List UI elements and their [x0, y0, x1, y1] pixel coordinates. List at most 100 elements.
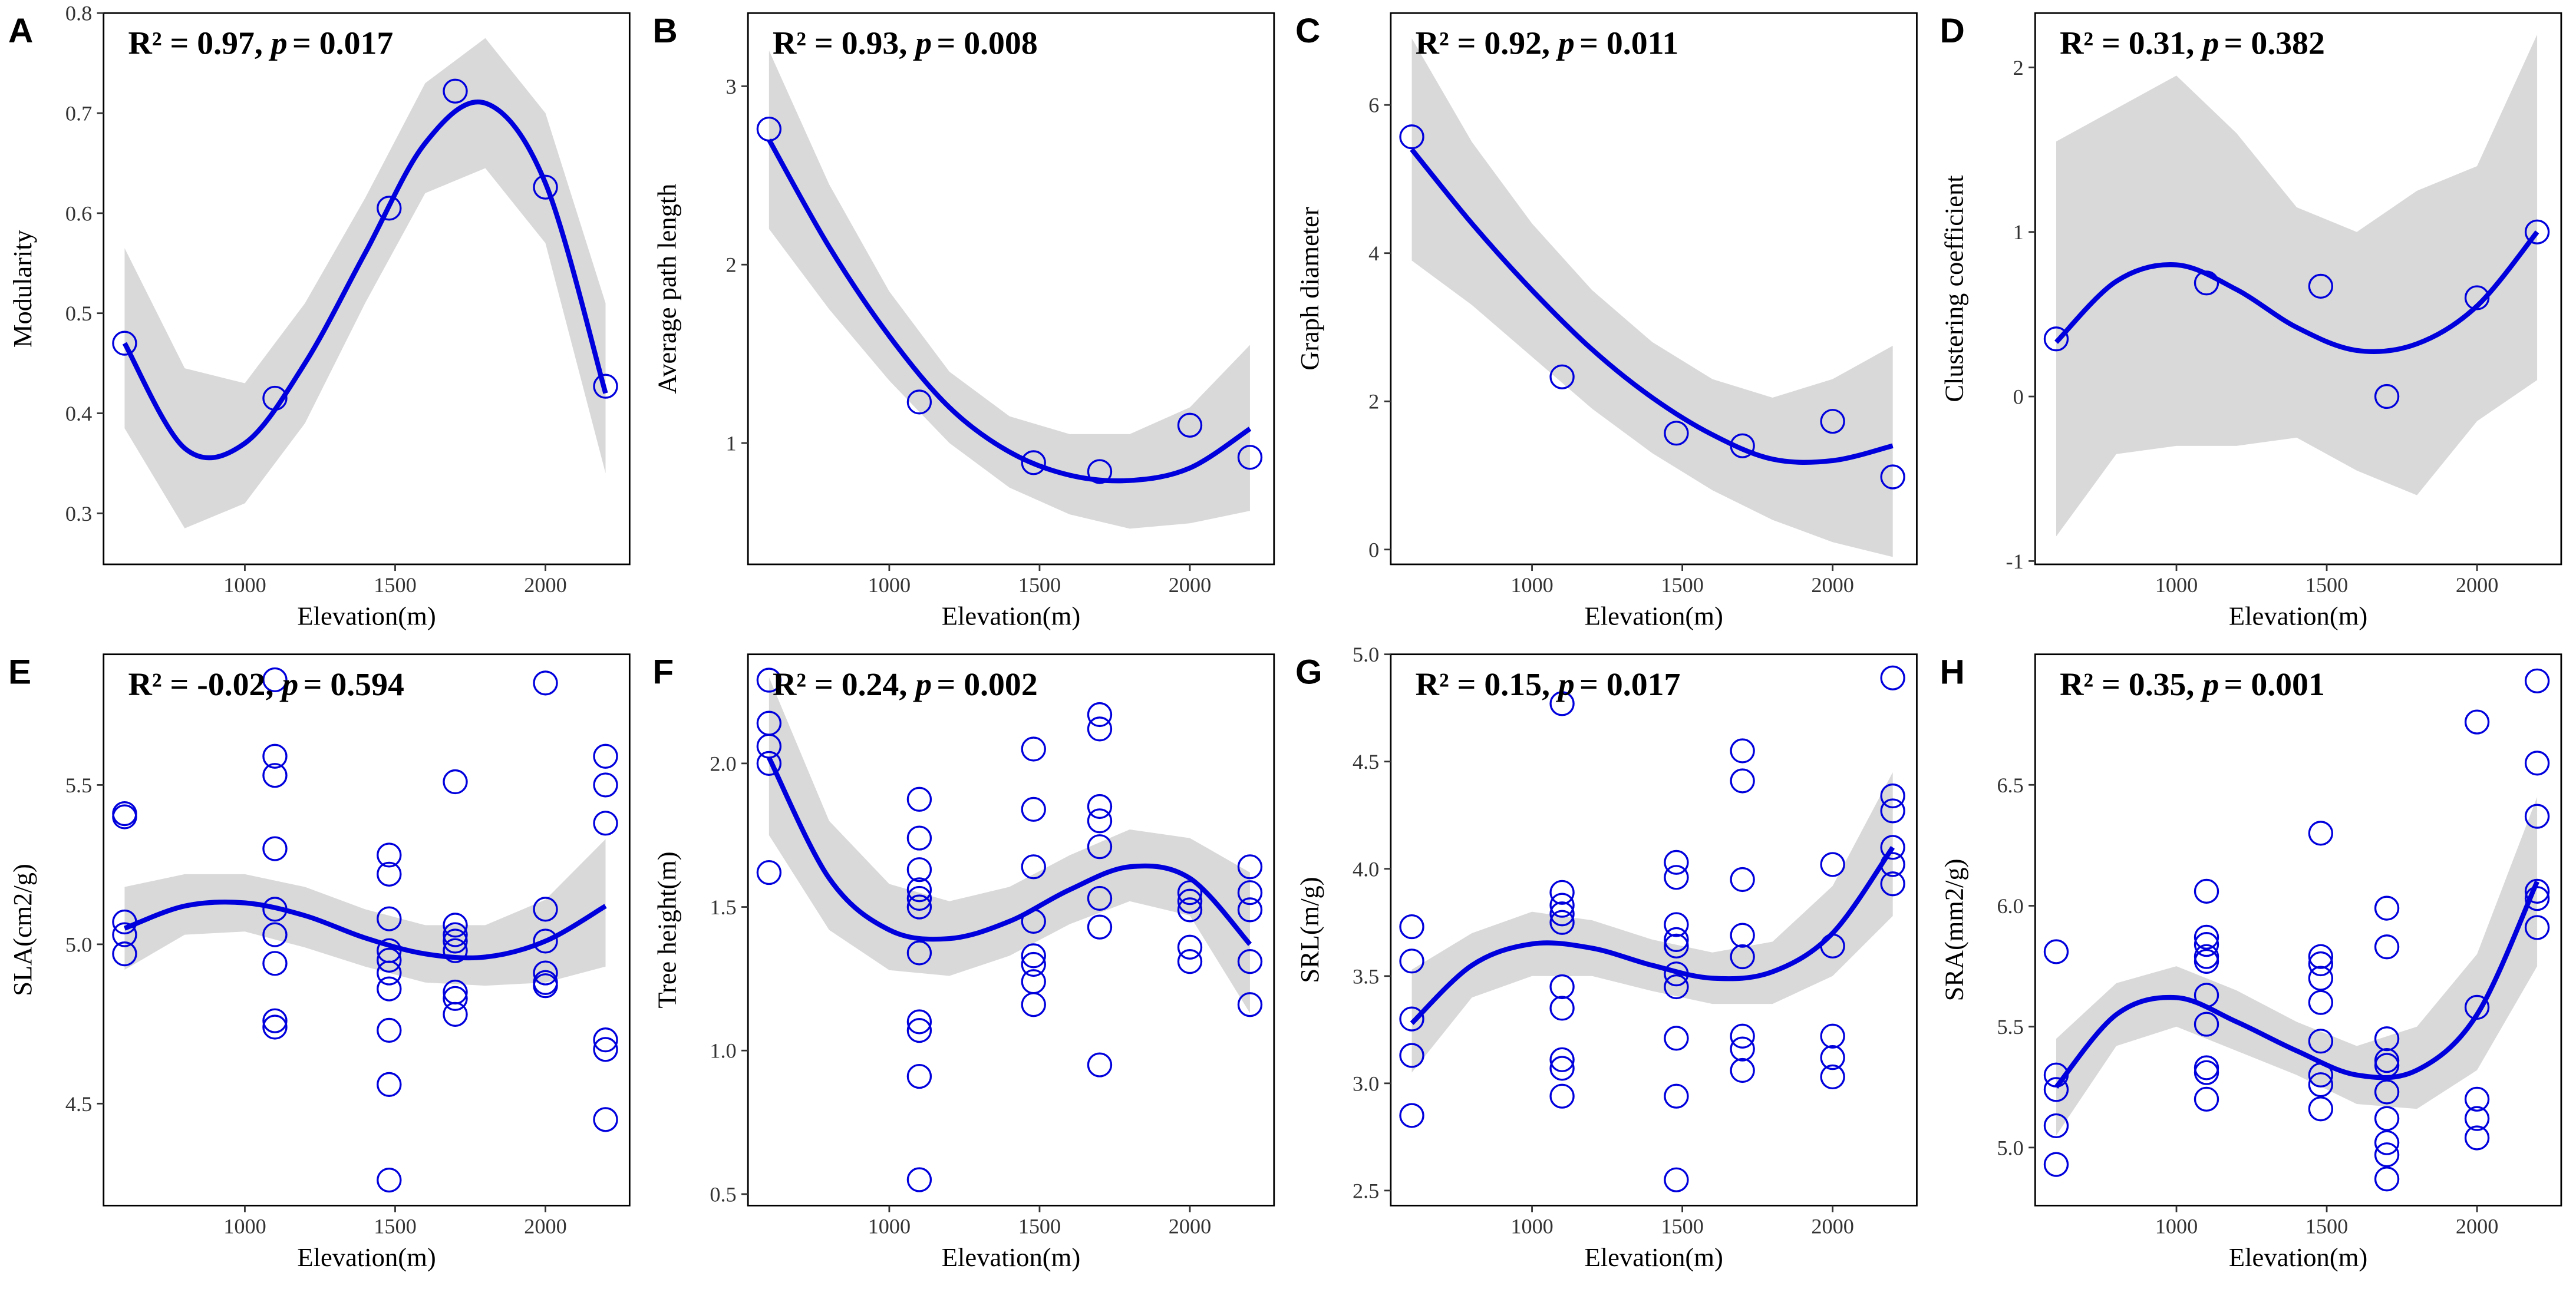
data-point — [906, 857, 932, 883]
data-point — [2374, 1106, 2400, 1131]
data-point — [906, 825, 932, 851]
data-point — [1730, 738, 1755, 764]
x-tick-label: 2000 — [2456, 1215, 2498, 1238]
plot-frame — [1390, 12, 1918, 566]
data-point — [2043, 326, 2069, 352]
data-point — [2308, 944, 2334, 969]
panel: 1000 1500 2000 0 2 4 6 Elevation(m) Graph diamet… — [1295, 12, 1918, 631]
data-point — [1664, 933, 1689, 959]
data-point — [377, 976, 402, 1002]
x-axis-title: Elevation(m) — [297, 1242, 436, 1272]
data-point — [262, 836, 288, 861]
data-point — [2524, 878, 2550, 904]
data-point — [1087, 459, 1113, 484]
data-point — [1399, 124, 1424, 150]
data-point — [906, 940, 932, 966]
data-point — [756, 667, 782, 693]
data-point — [2194, 932, 2219, 957]
confidence-band — [1411, 772, 1893, 1073]
data-point — [533, 928, 558, 954]
data-point — [377, 861, 402, 887]
r-squared: R² = 0.15, — [1416, 666, 1550, 703]
y-tick-label: 2.5 — [1353, 1179, 1379, 1202]
plot-area — [767, 677, 1252, 1013]
data-point — [1730, 433, 1755, 458]
confidence-band — [1411, 38, 1893, 557]
data-point — [533, 670, 558, 696]
data-point — [112, 922, 137, 947]
data-point — [2194, 1055, 2219, 1080]
fit-line — [123, 899, 607, 961]
data-point — [443, 928, 468, 954]
data-point — [262, 1014, 288, 1040]
data-point — [1087, 834, 1113, 860]
data-point — [262, 1008, 288, 1033]
data-point — [2464, 285, 2490, 310]
x-tick-label: 1500 — [2305, 1215, 2348, 1238]
data-point — [1820, 409, 1845, 434]
data-point — [1664, 850, 1689, 875]
data-point — [112, 941, 137, 967]
data-point — [1237, 880, 1263, 905]
data-point — [2524, 219, 2550, 244]
panel-label: D — [1940, 12, 1964, 50]
plot-area — [1410, 772, 1895, 1073]
plot-area — [2054, 34, 2539, 537]
y-tick-label: 1 — [726, 432, 737, 455]
panel: 1000 1500 2000 2.5 3.0 3.5 4.0 4.5 5.0 Elevation(… — [1295, 643, 1918, 1272]
data-point — [906, 1063, 932, 1089]
r-squared: R² = -0.02, — [128, 666, 274, 703]
data-point — [2374, 895, 2400, 921]
panel-label: G — [1295, 653, 1322, 692]
data-point — [1087, 808, 1113, 834]
x-axis-title: Elevation(m) — [297, 601, 436, 631]
data-point — [1021, 854, 1046, 880]
data-point — [377, 947, 402, 973]
data-point — [1177, 888, 1203, 914]
fit-line — [122, 100, 608, 461]
data-point — [262, 922, 288, 947]
data-point — [533, 973, 558, 999]
data-point — [2524, 804, 2550, 829]
fit-line — [767, 138, 1252, 484]
data-point — [2308, 990, 2334, 1015]
y-tick-label: 2 — [2013, 56, 2024, 80]
data-point — [906, 877, 932, 903]
data-point — [2043, 1152, 2069, 1177]
data-point — [1549, 1083, 1575, 1109]
data-point — [1664, 1026, 1689, 1051]
y-axis-title: SRL(m/g) — [1295, 877, 1324, 983]
data-point — [1177, 934, 1203, 960]
data-point — [1730, 923, 1755, 948]
p-value: = 0.011 — [1579, 25, 1678, 62]
data-point — [906, 1167, 932, 1192]
data-point — [443, 78, 468, 104]
data-point — [1549, 910, 1575, 935]
plot-frame — [747, 12, 1275, 566]
p-value: = 0.382 — [2224, 25, 2325, 62]
data-point — [1549, 364, 1575, 389]
data-point — [2464, 1086, 2490, 1112]
data-point — [1021, 969, 1046, 994]
data-point — [1664, 961, 1689, 987]
data-point — [1087, 716, 1113, 742]
data-point — [593, 811, 618, 836]
data-point — [2524, 915, 2550, 940]
y-tick-label: 6.0 — [1997, 894, 2023, 918]
panel: 1000 1500 2000 1 2 3 Elevation(m) Average path … — [652, 12, 1275, 631]
y-axis-title: Clustering coefficient — [1939, 175, 1968, 402]
data-point — [906, 786, 932, 812]
y-tick-label: 5.0 — [65, 933, 92, 956]
p-symbol: p — [2200, 666, 2219, 703]
plot-area — [123, 839, 607, 986]
data-point — [2374, 1053, 2400, 1078]
plot-area — [2054, 796, 2539, 1136]
y-tick-label: 5.5 — [65, 774, 92, 797]
data-point — [1237, 854, 1263, 880]
r-squared: R² = 0.93, — [773, 25, 907, 62]
y-tick-label: 0.4 — [65, 402, 92, 425]
data-point — [1664, 1083, 1689, 1109]
data-point — [1820, 1023, 1845, 1049]
p-symbol: p — [913, 666, 932, 703]
